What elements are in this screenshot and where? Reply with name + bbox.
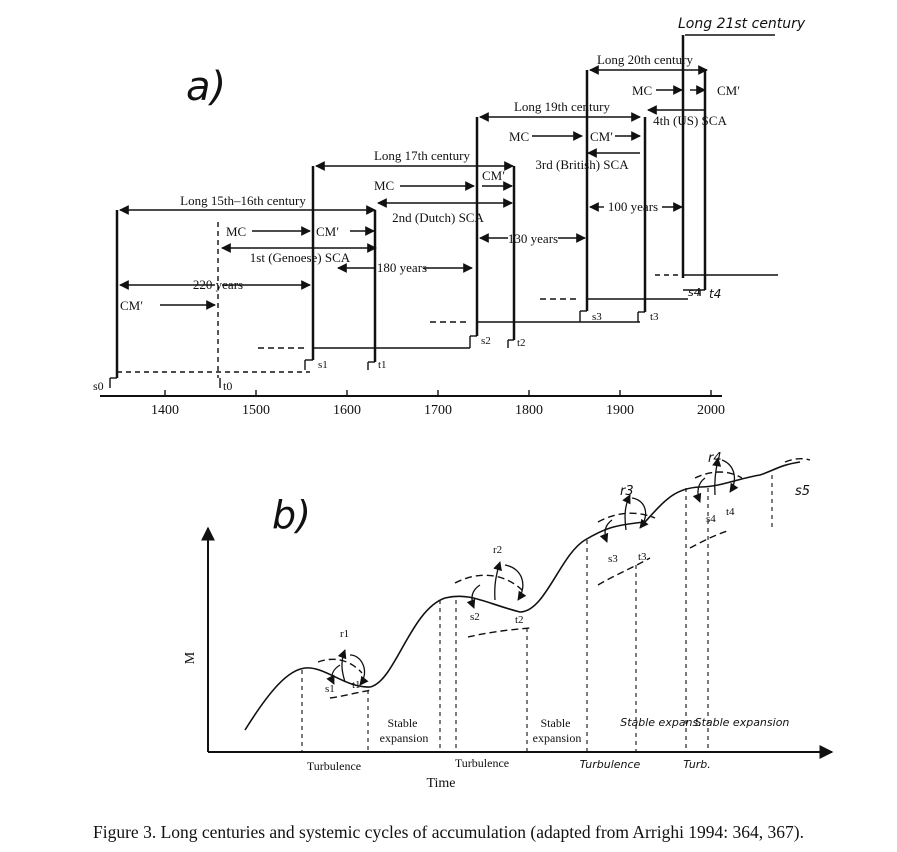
cycle-dutch: [258, 161, 514, 370]
cycle-british: [430, 112, 641, 348]
bubble-branch: [597, 512, 656, 523]
duration-label: 100 years: [608, 199, 658, 214]
phase-label-cm: CM′: [590, 129, 613, 144]
point-label: r3: [620, 484, 634, 499]
point-label: t4: [726, 506, 735, 518]
y-axis-label: M: [183, 651, 198, 664]
phase-label: Stable expansion: [380, 716, 429, 745]
point-label: r4: [708, 451, 722, 466]
point-label: s4: [706, 513, 716, 525]
phase-label-line: Stable: [541, 716, 571, 730]
signal-label: s0: [93, 379, 104, 393]
speculative-arrows: [326, 457, 739, 686]
signal-label: t2: [517, 337, 526, 349]
tick-label: 2000: [697, 403, 725, 418]
phase-label-line: expansion: [380, 731, 429, 745]
phase-label: Turbulence: [580, 758, 641, 771]
point-label: t3: [638, 551, 647, 563]
panel-b: b) M Time: [183, 451, 834, 791]
new-cycle-branch: [329, 689, 373, 699]
signal-label: s4: [688, 286, 701, 299]
duration-label: 180 years: [377, 260, 427, 275]
point-label: s3: [608, 553, 618, 565]
long-century-label: Long 20th century: [597, 52, 694, 67]
new-cycle-branch: [597, 557, 651, 586]
point-label: s2: [470, 611, 480, 623]
tick-label: 1600: [333, 403, 361, 418]
bubble-branch: [317, 658, 363, 674]
panel-a-label: a): [186, 64, 226, 110]
tick-label: 1700: [424, 403, 452, 418]
phase-label-mc: MC: [226, 224, 246, 239]
point-label: t2: [515, 614, 524, 626]
long-century-label: Long 19th century: [514, 99, 611, 114]
tick-label: 1400: [151, 403, 179, 418]
signal-label: t4: [709, 287, 721, 301]
bubble-branch: [454, 574, 523, 591]
tick-label: 1500: [242, 403, 270, 418]
phase-label-cm: CM′: [717, 83, 740, 98]
cycle-label: 3rd (British) SCA: [535, 157, 629, 172]
long-century-label: Long 21st century: [678, 16, 806, 32]
cycle-us: [540, 65, 708, 322]
cycle-label: 1st (Genoese) SCA: [250, 250, 351, 265]
long-century-label: Long 15th–16th century: [180, 193, 306, 208]
new-cycle-branch: [689, 529, 731, 549]
phase-label-mc: MC: [632, 83, 652, 98]
signal-label: s1: [318, 359, 328, 371]
phase-label-mc: MC: [374, 178, 394, 193]
signal-label: t3: [650, 311, 659, 323]
signal-label: s2: [481, 335, 491, 347]
phase-label: Stable expansion: [695, 716, 790, 729]
phase-label-cm: CM′: [316, 224, 339, 239]
tick-label: 1800: [515, 403, 543, 418]
phase-label-line: Stable: [388, 716, 418, 730]
bubble-branch: [694, 471, 743, 479]
signal-label: t1: [378, 359, 387, 371]
phase-label: Turb.: [683, 758, 711, 771]
phase-label: Turbulence: [307, 759, 361, 773]
point-label: s5: [795, 484, 810, 499]
cycle-label: 4th (US) SCA: [653, 113, 727, 128]
cycle-label: 2nd (Dutch) SCA: [392, 210, 484, 225]
phase-label-line: expansion: [533, 731, 582, 745]
phase-separators: [301, 475, 773, 752]
duration-label: 130 years: [508, 231, 558, 246]
signal-label: t0: [223, 379, 232, 393]
cycle-21st: [655, 34, 778, 296]
x-axis-label: Time: [426, 776, 455, 791]
point-label: s1: [325, 683, 335, 695]
signal-label: s3: [592, 311, 602, 323]
phase-label: Stable expansion: [533, 716, 582, 745]
panel-b-label: b): [272, 493, 311, 537]
panel-a: a) 1400 1500 1600 1700 1800 1900 2000: [93, 16, 806, 418]
duration-label: 220 years: [193, 277, 243, 292]
point-label: r2: [493, 544, 502, 556]
point-label: r1: [340, 628, 349, 640]
figure-caption: Figure 3. Long centuries and systemic cy…: [93, 822, 804, 842]
point-label: t1: [352, 679, 361, 691]
phase-label: Turbulence: [455, 756, 509, 770]
long-century-label: Long 17th century: [374, 148, 471, 163]
new-cycle-branch: [467, 627, 531, 638]
timeline-ticks: [164, 390, 712, 396]
phase-label-cm: CM′: [120, 298, 143, 313]
phase-label: Stable expans.: [620, 716, 702, 729]
phase-label-cm: CM′: [482, 168, 505, 183]
cycle-genoese: [109, 205, 473, 388]
bubble-branch: [784, 457, 811, 463]
tick-label: 1900: [606, 403, 634, 418]
phase-label-mc: MC: [509, 129, 529, 144]
